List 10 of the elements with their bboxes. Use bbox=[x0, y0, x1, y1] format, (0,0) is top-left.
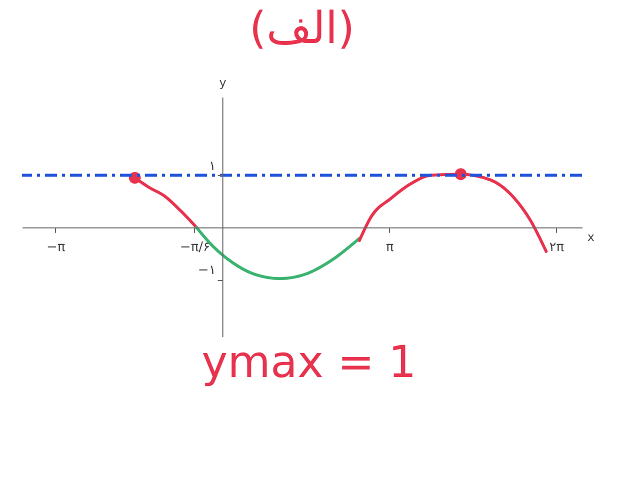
x-axis-title: x bbox=[587, 230, 594, 244]
y-tick-label: ۱ bbox=[208, 158, 216, 174]
x-tick-label: −π bbox=[46, 240, 66, 255]
y-tick-label: −۱ bbox=[198, 263, 216, 278]
chart-title: (الف) bbox=[249, 3, 355, 54]
annotation: ymax = 1 bbox=[200, 337, 418, 388]
x-tick-label: ۲π bbox=[549, 240, 564, 255]
x-tick-label: −π/۶ bbox=[180, 240, 210, 255]
y-axis-title: y bbox=[219, 76, 226, 90]
x-tick-label: π bbox=[386, 240, 394, 255]
